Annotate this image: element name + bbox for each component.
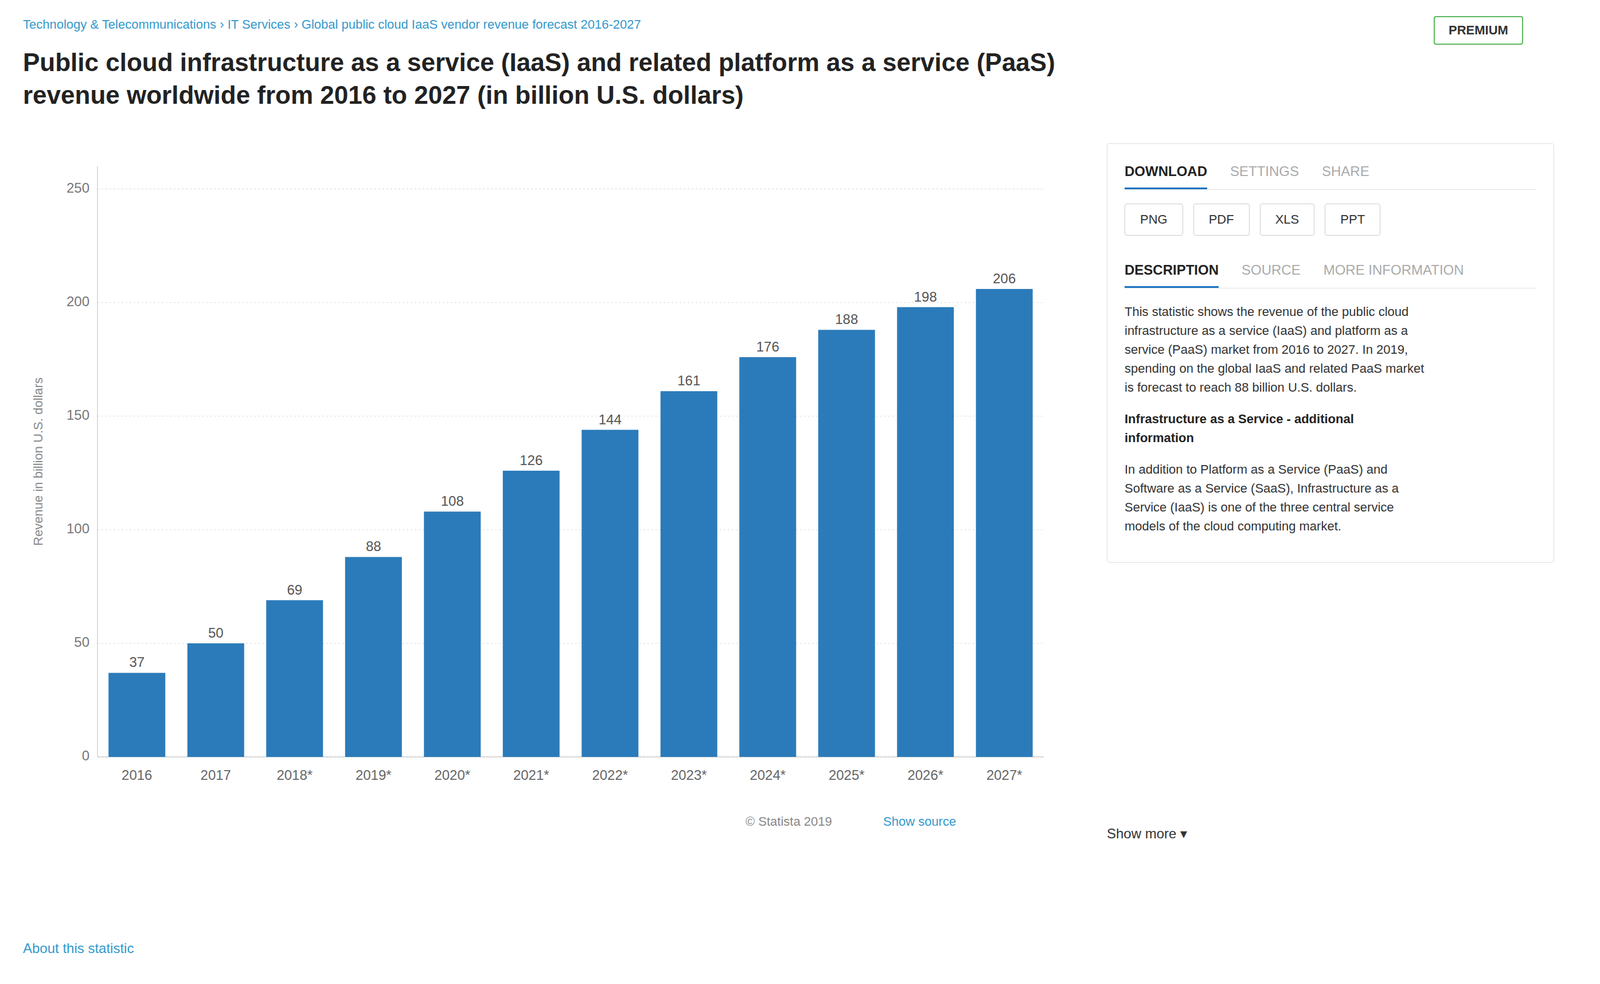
y-axis-line [97,166,99,757]
y-axis-label: Revenue in billion U.S. dollars [30,377,46,546]
tab-row: DOWNLOAD SETTINGS SHARE [1124,157,1537,190]
x-tick-label: 2025* [828,767,865,783]
x-tick-label: 2022* [591,767,628,783]
bar [976,289,1033,757]
x-tick-label: 2024* [749,767,786,783]
x-tick-label: 2026* [907,767,944,783]
download-button[interactable]: PDF [1193,203,1250,236]
bar [739,357,796,757]
x-tick-label: 2021* [513,767,550,783]
bar [423,511,481,757]
bar [660,391,718,757]
tab[interactable]: SETTINGS [1230,157,1299,190]
bar [266,600,323,757]
data-label: 206 [992,270,1016,287]
bar [818,329,876,757]
y-tick-label: 150 [66,407,90,423]
description-heading: Infrastructure as a Service - additional… [1124,409,1537,448]
data-label: 126 [519,452,543,468]
y-tick-label: 200 [66,293,90,310]
bar [187,643,245,757]
y-tick-label: 100 [66,520,90,537]
title: Public cloud infrastructure as a service… [22,45,1056,112]
data-label: 144 [598,411,622,428]
show-more[interactable]: Show more ▾ [1106,825,1188,842]
x-tick-label: 2016 [121,767,152,783]
download-button[interactable]: XLS [1259,203,1315,236]
y-tick-label: 250 [66,180,90,196]
about-link[interactable]: About this statistic [22,940,134,957]
data-label: 108 [441,493,464,509]
data-label: 161 [677,372,701,389]
bar [581,430,639,757]
grid-line [97,302,1044,303]
bar [896,307,954,757]
data-label: 88 [365,538,382,554]
y-tick-label: 50 [73,634,90,650]
chart: 0 50 100 150 200 250 37 50 69 88 108 126 144 161 176 18… [22,143,1056,803]
show-source[interactable]: Show source [883,814,956,830]
description: This statistic shows the revenue of the … [1124,302,1537,397]
tab[interactable]: SHARE [1321,157,1370,190]
side-panel: DOWNLOAD SETTINGS SHARE PNG PDF XLS PPT DESCRIP… [1106,143,1555,563]
data-label: 176 [756,338,780,355]
tab[interactable]: DOWNLOAD [1124,157,1208,190]
bars [108,289,1033,757]
download-button[interactable]: PPT [1324,203,1381,236]
grid-line [97,188,1044,190]
premium-button[interactable]: PREMIUM [1433,16,1524,45]
bar [345,556,403,757]
breadcrumb[interactable]: Technology & Telecommunications › IT Ser… [22,17,642,33]
bar [502,470,560,757]
tab[interactable]: SOURCE [1241,256,1301,288]
tab[interactable]: MORE INFORMATION [1323,256,1465,288]
bar [108,672,166,757]
x-tick-label: 2027* [986,767,1023,783]
x-tick-label: 2023* [670,767,708,783]
x-tick-label: 2017 [200,767,232,783]
data-label: 50 [208,625,224,641]
button-row: PNG PDF XLS PPT [1124,203,1537,236]
data-label: 37 [129,654,145,670]
x-tick-label: 2020* [434,767,471,783]
tab[interactable]: DESCRIPTION [1124,256,1219,288]
description: In addition to Platform as a Service (Pa… [1124,459,1537,536]
data-label: 188 [834,311,858,327]
x-tick-label: 2019* [355,767,392,783]
data-label: 198 [914,289,938,305]
tab-row: DESCRIPTION SOURCE MORE INFORMATION [1124,256,1537,289]
source-text: © Statista 2019 [745,814,833,830]
download-button[interactable]: PNG [1124,203,1184,236]
x-tick-label: 2018* [276,767,313,783]
data-label: 69 [286,582,303,598]
y-tick-label: 0 [82,747,90,764]
